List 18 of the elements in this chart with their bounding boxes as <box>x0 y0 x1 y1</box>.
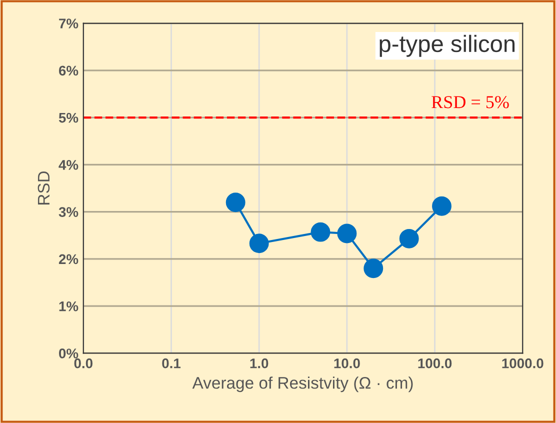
annotation: p-type silicon <box>380 34 515 57</box>
x-tick-label: 0.0 <box>74 358 92 368</box>
y-tick-label: 3% <box>58 207 78 217</box>
y-tick-label: 2% <box>58 254 78 264</box>
x-tick-label: 0.1 <box>162 358 181 368</box>
ref-line-label: RSD = 5% <box>432 96 509 108</box>
y-tick-label: 5% <box>58 112 78 123</box>
x-axis-title: Average of Resistvity (Ω · cm) <box>192 376 413 392</box>
y-tick-label: 1% <box>59 301 78 312</box>
y-tick-label: 7% <box>59 18 78 28</box>
x-tick-label: 1.0 <box>250 358 268 368</box>
x-tick-label: 100.0 <box>418 358 452 368</box>
y-tick-label: 0% <box>59 348 78 358</box>
x-tick-label: 10.0 <box>334 358 360 368</box>
y-tick-label: 4% <box>58 160 78 170</box>
y-tick-label: 6% <box>58 66 78 76</box>
y-axis-title: RSD <box>38 171 50 204</box>
x-tick-label: 1000.0 <box>502 358 544 368</box>
